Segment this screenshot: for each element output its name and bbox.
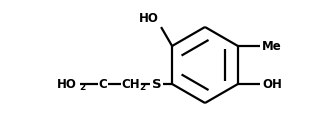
Text: HO: HO [139,12,159,25]
Text: C: C [98,78,107,91]
Text: HO: HO [57,78,77,91]
Text: 2: 2 [140,83,146,92]
Text: 2: 2 [80,83,86,92]
Text: CH: CH [121,78,140,91]
Text: S: S [152,78,161,91]
Text: Me: Me [262,40,282,53]
Text: OH: OH [262,78,282,91]
